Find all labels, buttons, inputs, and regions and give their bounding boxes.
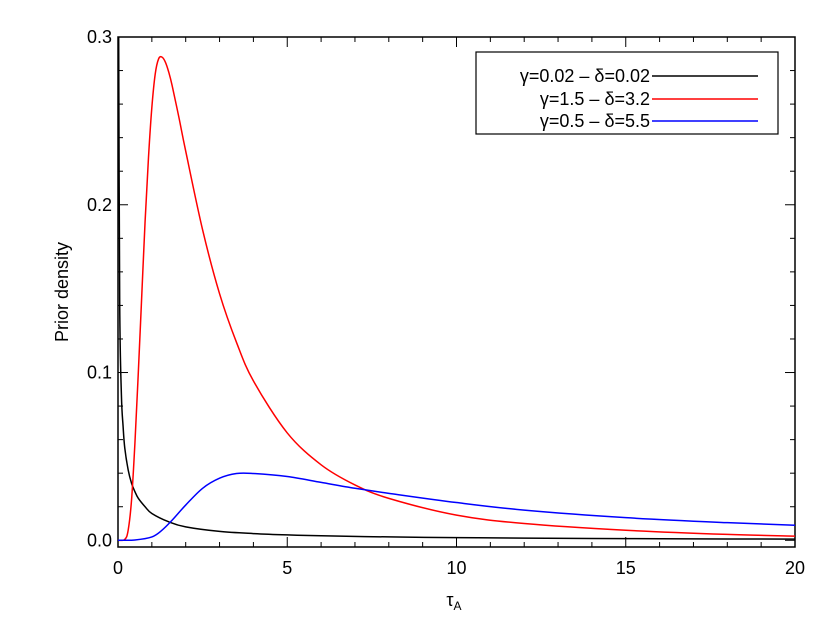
x-axis-label: τA [446,590,461,613]
x-tick-label: 20 [785,558,805,578]
series-line-1 [117,55,796,542]
legend-label-2: γ=0.5 – δ=5.5 [540,111,650,131]
legend: γ=0.02 – δ=0.02 γ=1.5 – δ=3.2 γ=0.5 – δ=… [475,51,779,135]
x-tick-label: 10 [446,558,466,578]
x-tick-label: 5 [282,558,292,578]
x-tick-label: 15 [616,558,636,578]
y-tick-label: 0.1 [87,363,112,383]
y-tick-label: 0.2 [87,195,112,215]
ticks [117,36,796,547]
x-axis-label-subscript: A [454,599,462,613]
x-tick-label: 0 [113,558,123,578]
x-axis-label-main: τ [446,590,453,610]
series-line-2 [117,472,796,542]
y-tick-label: 0.3 [87,27,112,47]
y-axis-label: Prior density [52,242,72,342]
legend-label-0: γ=0.02 – δ=0.02 [520,66,650,86]
series-line-0 [117,36,796,540]
y-tick-label: 0.0 [87,530,112,550]
tick-labels: 0 5 10 15 20 0.0 0.1 0.2 0.3 [87,27,805,578]
legend-label-1: γ=1.5 – δ=3.2 [540,89,650,109]
series-lines [117,36,796,542]
